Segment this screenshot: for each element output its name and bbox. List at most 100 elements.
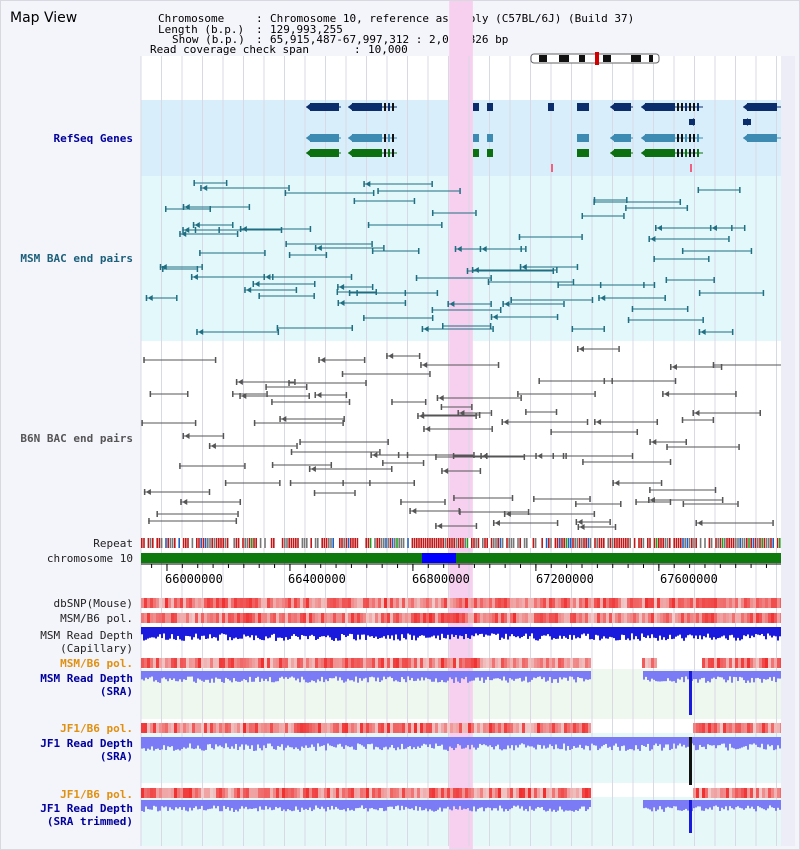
b6n-bac-pair-arrow <box>503 419 509 425</box>
jf1-b6-pol-2-heat <box>303 788 306 798</box>
msm-capillary-depth-bar <box>175 627 177 640</box>
jf1-sra-depth-bar <box>165 737 167 751</box>
length-key: Length (b.p.) <box>158 23 245 36</box>
dbsnp-heat <box>417 598 420 608</box>
jf1-sra-depth-bar <box>515 737 517 746</box>
b6n-bac-pair-end <box>423 426 425 432</box>
jf1-b6-pol-heat <box>744 723 747 733</box>
msm-capillary-depth-bar <box>523 627 525 636</box>
jf1-sra-depth-bar <box>181 737 183 749</box>
jf1-trim-depth-bar <box>483 800 485 812</box>
repeat-element <box>508 538 510 548</box>
msm-b6-pol-heat <box>633 613 636 623</box>
msm-b6-pol-heat <box>468 613 471 623</box>
msm-sra-depth-bar <box>553 671 555 680</box>
jf1-trim-depth-bar <box>681 800 683 811</box>
msm-b6-pol-heat <box>276 613 279 623</box>
msm-sra-depth-bar <box>513 671 515 681</box>
repeat-element <box>220 538 222 548</box>
jf1-trim-depth-bar <box>409 800 411 810</box>
msm-capillary-depth-bar <box>241 627 243 639</box>
jf1-trim-depth-bar <box>355 800 357 809</box>
jf1-trim-depth-bar <box>507 800 509 811</box>
jf1-trim-depth-bar <box>531 800 533 810</box>
track-label-jf1-b6-pol: JF1/B6 pol. <box>60 722 133 735</box>
jf1-b6-pol-2-heat <box>375 788 378 798</box>
jf1-sra-depth-bar <box>705 737 707 750</box>
jf1-sra-depth-bar <box>737 737 739 749</box>
msm-capillary-depth-bar <box>763 627 765 637</box>
msm-sra-depth-bar <box>721 671 723 678</box>
repeat-element <box>517 538 519 548</box>
jf1-trim-depth-bar <box>437 800 439 810</box>
jf1-sra-depth-bar <box>203 737 205 751</box>
msm-capillary-depth-bar <box>219 627 221 635</box>
jf1-sra-depth-bar <box>659 737 661 745</box>
track-label-b6n-bac[interactable]: B6N BAC end pairs <box>20 432 133 445</box>
jf1-b6-pol-heat <box>243 723 246 733</box>
msm-bac-pair-end <box>201 264 203 270</box>
b6n-bac-pair-arrow <box>210 443 216 449</box>
msm-b6-pol-heat <box>240 613 243 623</box>
msm-sra-depth-bar <box>437 671 439 683</box>
jf1-b6-pol-2-heat <box>753 788 756 798</box>
msm-capillary-depth-bar <box>341 627 343 635</box>
msm-capillary-depth-bar <box>535 627 537 641</box>
msm-sra-depth-bar <box>773 671 775 677</box>
msm-sra-depth-bar <box>185 671 187 680</box>
jf1-trim-depth-bar <box>171 800 173 810</box>
jf1-trim-depth-bar <box>523 800 525 811</box>
msm-capillary-depth-bar <box>491 627 493 634</box>
msm-b6-pol-heat <box>516 613 519 623</box>
jf1-sra-depth-bar <box>765 737 767 750</box>
jf1-sra-depth-bar <box>535 737 537 750</box>
repeat-element <box>281 538 284 548</box>
msm-b6-pol-heat <box>531 613 534 623</box>
jf1-trim-depth-bar <box>239 800 241 809</box>
msm-bac-pair-end <box>179 231 181 237</box>
msm-capillary-depth-bar <box>461 627 463 637</box>
b6n-bac-pair-end <box>369 480 371 486</box>
msm-sra-depth-bar <box>281 671 283 677</box>
track-label-msm-bac[interactable]: MSM BAC end pairs <box>20 252 133 265</box>
jf1-trim-depth-bar <box>237 800 239 812</box>
msm-sra-depth-bar <box>333 671 335 679</box>
b6n-bac-pair-arrow <box>182 499 188 505</box>
msm-sra-depth-bar <box>695 671 697 680</box>
msm-capillary-depth-bar <box>213 627 215 638</box>
msm-capillary-depth-bar <box>157 627 159 637</box>
msm-b6-pol-heat <box>306 613 309 623</box>
b6n-bac-pair-arrow <box>145 489 151 495</box>
track-label-refseq[interactable]: RefSeq Genes <box>53 132 133 145</box>
jf1-sra-depth-bar <box>759 737 761 748</box>
jf1-b6-pol-2-heat <box>507 788 510 798</box>
msm-b6-pol-heat <box>681 613 684 623</box>
jf1-b6-pol-heat <box>750 723 753 733</box>
jf1-b6-pol-heat <box>378 723 381 733</box>
b6n-bac-pair-end <box>318 357 320 363</box>
msm-b6-pol-heat <box>171 613 174 623</box>
jf1-trim-depth-bar <box>565 800 567 811</box>
jf1-b6-pol-2-heat <box>225 788 228 798</box>
repeat-element <box>418 538 420 548</box>
repeat-element <box>196 538 198 548</box>
msm-sra-depth-bar <box>239 671 241 682</box>
jf1-b6-pol-heat <box>231 723 234 733</box>
msm-sra-depth-bar <box>145 671 147 678</box>
dbsnp-heat <box>561 598 564 608</box>
msm-sra-depth-bar <box>747 671 749 681</box>
msm-sra-depth-bar <box>245 671 247 681</box>
b6n-bac-pair-end <box>148 518 150 524</box>
msm-capillary-depth-bar <box>321 627 323 637</box>
msm-b6-pol-heat <box>300 613 303 623</box>
jf1-b6-pol-2-heat <box>234 788 237 798</box>
msm-bac-pair-end <box>192 222 195 228</box>
jf1-b6-pol-heat <box>408 723 411 733</box>
msm-b6-pol-2-heat <box>489 658 492 668</box>
msm-capillary-depth-bar <box>627 627 629 639</box>
jf1-sra-depth-bar <box>561 737 563 750</box>
msm-bac-pair-arrow <box>202 185 208 191</box>
jf1-sra-depth-bar <box>357 737 359 744</box>
msm-b6-pol-heat <box>189 613 192 623</box>
